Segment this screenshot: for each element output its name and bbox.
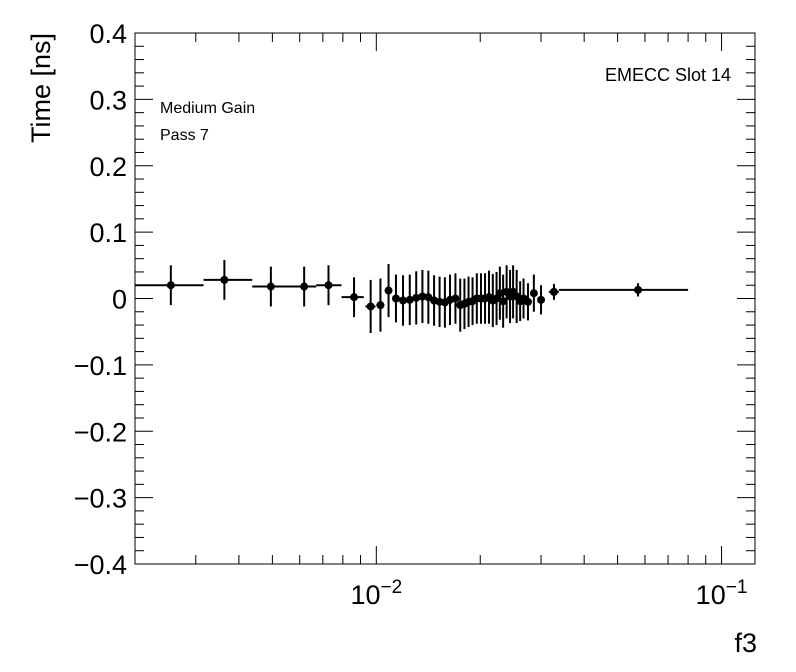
data-point [451, 273, 460, 324]
x-tick-label: 10−1 [696, 577, 748, 610]
data-point [391, 274, 400, 323]
data-marker [549, 287, 558, 296]
y-tick-label: −0.3 [74, 484, 127, 514]
data-point [548, 283, 559, 300]
data-marker [391, 294, 400, 303]
data-marker [537, 295, 546, 304]
data-marker [523, 297, 532, 306]
data-point [384, 263, 393, 318]
data-point [365, 279, 376, 334]
data-point [135, 265, 204, 306]
data-point [440, 277, 449, 328]
data-point [412, 271, 421, 325]
y-tick-label: −0.2 [74, 417, 127, 447]
y-tick-label: 0 [112, 285, 127, 315]
data-point [399, 275, 408, 326]
plot-frame [134, 32, 756, 565]
data-point [376, 278, 385, 332]
slot-label: EMECC Slot 14 [605, 65, 731, 85]
data-marker [499, 297, 508, 306]
data-point [499, 274, 508, 328]
x-tick-label: 10−2 [350, 577, 402, 610]
data-marker [300, 282, 309, 291]
gain-label: Medium Gain [160, 100, 255, 117]
data-marker [412, 293, 421, 302]
data-point [291, 266, 317, 307]
y-tick-label: 0.3 [89, 85, 127, 115]
y-axis-title: Time [ns] [26, 33, 56, 143]
y-tick-label: −0.4 [74, 550, 127, 580]
pass-label: Pass 7 [160, 127, 209, 144]
data-marker [266, 282, 275, 291]
data-point [558, 283, 689, 297]
data-marker [366, 302, 375, 311]
data-point [341, 277, 364, 318]
y-tick-label: 0.4 [89, 19, 127, 49]
data-marker [451, 294, 460, 303]
data-point [537, 285, 546, 315]
data-marker [324, 281, 333, 290]
data-marker [495, 289, 504, 298]
data-point [252, 266, 292, 307]
data-marker [220, 275, 229, 284]
data-marker [166, 281, 175, 290]
data-point [529, 274, 538, 312]
axis-ticks: −0.4 −0.3 −0.2 −0.1 0 0.1 0.2 0.3 0.4 10−2 10−1 [74, 19, 755, 610]
data-point [203, 260, 253, 300]
data-marker [634, 285, 643, 294]
y-tick-label: 0.2 [89, 152, 127, 182]
x-axis-title: f3 [734, 628, 757, 658]
data-point [523, 283, 532, 321]
data-marker [418, 292, 427, 301]
data-point [316, 265, 342, 306]
data-point [495, 266, 504, 320]
data-point [405, 274, 414, 326]
data-marker [384, 286, 393, 295]
data-point [418, 269, 427, 324]
data-series [135, 260, 689, 334]
data-marker [529, 289, 538, 298]
data-marker [399, 296, 408, 305]
data-marker [376, 301, 385, 310]
y-tick-label: 0.1 [89, 218, 127, 248]
data-marker [350, 293, 359, 302]
y-tick-label: −0.1 [74, 351, 127, 381]
data-marker [405, 295, 414, 304]
